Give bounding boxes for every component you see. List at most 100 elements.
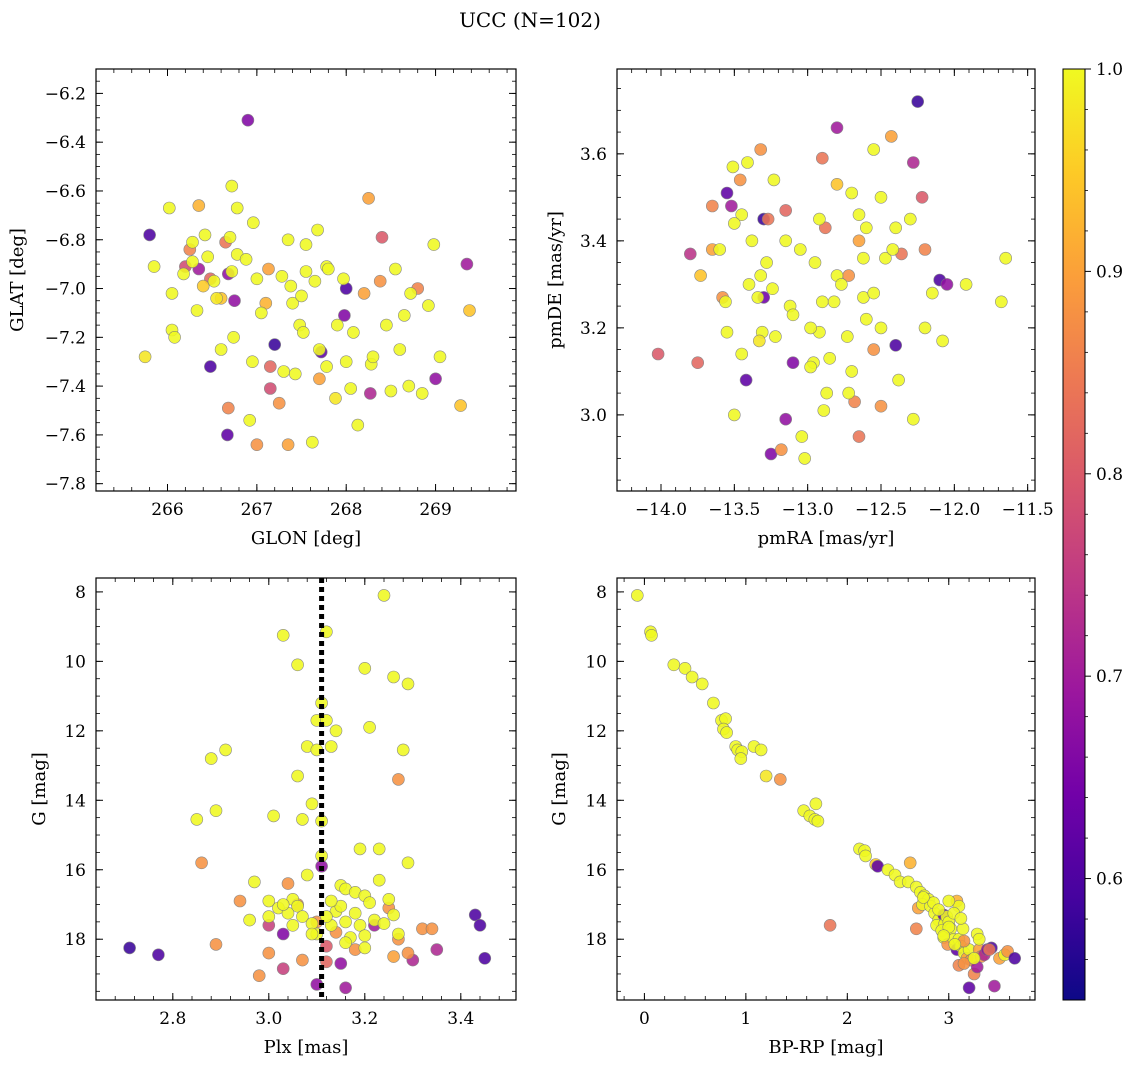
data-point <box>972 932 986 946</box>
data-point <box>209 938 223 951</box>
data-point <box>324 740 338 753</box>
data-point <box>742 278 756 291</box>
data-point <box>754 743 768 757</box>
data-point <box>811 814 825 828</box>
data-point <box>911 95 925 108</box>
y-tick-label: −7.8 <box>45 475 86 495</box>
points-pm <box>651 95 1013 465</box>
data-point <box>752 334 766 348</box>
data-point <box>263 382 277 395</box>
data-point <box>874 321 888 335</box>
data-point <box>817 404 831 417</box>
data-point <box>430 943 444 956</box>
data-point <box>867 143 881 156</box>
data-point <box>761 212 775 226</box>
data-point <box>276 962 290 976</box>
data-point <box>222 401 235 415</box>
data-point <box>793 243 807 256</box>
data-point <box>214 343 228 356</box>
data-point <box>353 842 367 856</box>
x-tick-label: 2.8 <box>159 1009 186 1029</box>
y-tick-label: 14 <box>64 791 86 811</box>
data-point <box>201 250 214 264</box>
y-tick-label: 18 <box>64 930 86 950</box>
data-point <box>404 287 417 300</box>
data-point <box>651 347 665 361</box>
y-axis-label: G [mag] <box>29 752 50 825</box>
data-point <box>779 204 793 217</box>
data-point <box>221 428 234 442</box>
data-point <box>415 387 429 400</box>
ticks-sky: 266 267 268 269 −7.8 −7.6 −7.4 −7.2 −7.0 −6.8 −6.6… <box>45 69 516 520</box>
data-point <box>186 235 199 249</box>
data-point <box>645 628 658 642</box>
data-point <box>769 330 782 343</box>
data-point <box>735 347 749 361</box>
axes-frame <box>95 68 517 492</box>
x-tick-label: 269 <box>419 500 451 520</box>
data-point <box>396 743 410 757</box>
data-point <box>725 199 738 213</box>
data-point <box>988 979 1001 993</box>
data-point <box>362 192 375 205</box>
data-point <box>296 813 309 826</box>
data-point <box>840 330 854 343</box>
data-point <box>823 351 837 365</box>
data-point <box>152 948 165 962</box>
data-point <box>433 350 447 364</box>
data-point <box>813 212 826 226</box>
data-point <box>387 670 400 684</box>
data-point <box>252 969 266 983</box>
data-point <box>377 589 391 602</box>
data-point <box>207 274 221 288</box>
x-tick-label: 267 <box>241 500 273 520</box>
data-point <box>830 121 844 134</box>
data-point <box>830 178 844 191</box>
data-point <box>305 797 319 811</box>
data-point <box>886 243 900 256</box>
y-tick-label: −6.6 <box>45 182 86 202</box>
data-point <box>223 231 237 244</box>
y-tick-label: −7.2 <box>45 328 86 348</box>
ticks-pm: −14.0 −13.5 −13.0 −12.5 −12.0 −11.5 3.0 3.2 3.4 3… <box>580 69 1054 520</box>
x-axis-label: pmRA [mas/yr] <box>758 528 895 549</box>
data-point <box>230 201 244 215</box>
data-point <box>299 265 313 278</box>
data-point <box>190 813 204 826</box>
data-point <box>739 373 753 387</box>
points-cmd <box>630 589 1022 995</box>
data-point <box>387 908 400 922</box>
data-point <box>262 894 276 908</box>
x-tick-label: 3.4 <box>447 1009 474 1029</box>
data-point <box>138 350 152 364</box>
x-tick-label: 266 <box>151 500 183 520</box>
x-axis-label: Plx [mas] <box>264 1037 349 1058</box>
data-point <box>204 360 217 373</box>
data-point <box>192 199 206 212</box>
y-axis-label: G [mag] <box>549 752 570 825</box>
data-point <box>691 356 705 370</box>
data-point <box>745 234 759 248</box>
data-point <box>186 255 199 269</box>
data-point <box>962 981 976 995</box>
data-point <box>845 365 859 378</box>
data-point <box>190 304 204 317</box>
data-point <box>835 278 848 291</box>
y-tick-label: 3.0 <box>580 406 607 426</box>
data-point <box>276 898 290 911</box>
data-point <box>925 286 939 300</box>
data-point <box>225 179 239 193</box>
data-point <box>225 265 239 278</box>
data-point <box>353 918 367 932</box>
data-point <box>344 382 358 395</box>
data-point <box>754 143 768 156</box>
colorbar-gradient <box>1062 68 1086 1001</box>
y-tick-label: 12 <box>585 722 607 742</box>
data-point <box>295 289 308 303</box>
data-point <box>339 936 352 950</box>
data-point <box>852 234 866 248</box>
y-tick-label: −6.8 <box>45 231 86 251</box>
data-point <box>727 408 741 422</box>
data-point <box>867 286 881 300</box>
